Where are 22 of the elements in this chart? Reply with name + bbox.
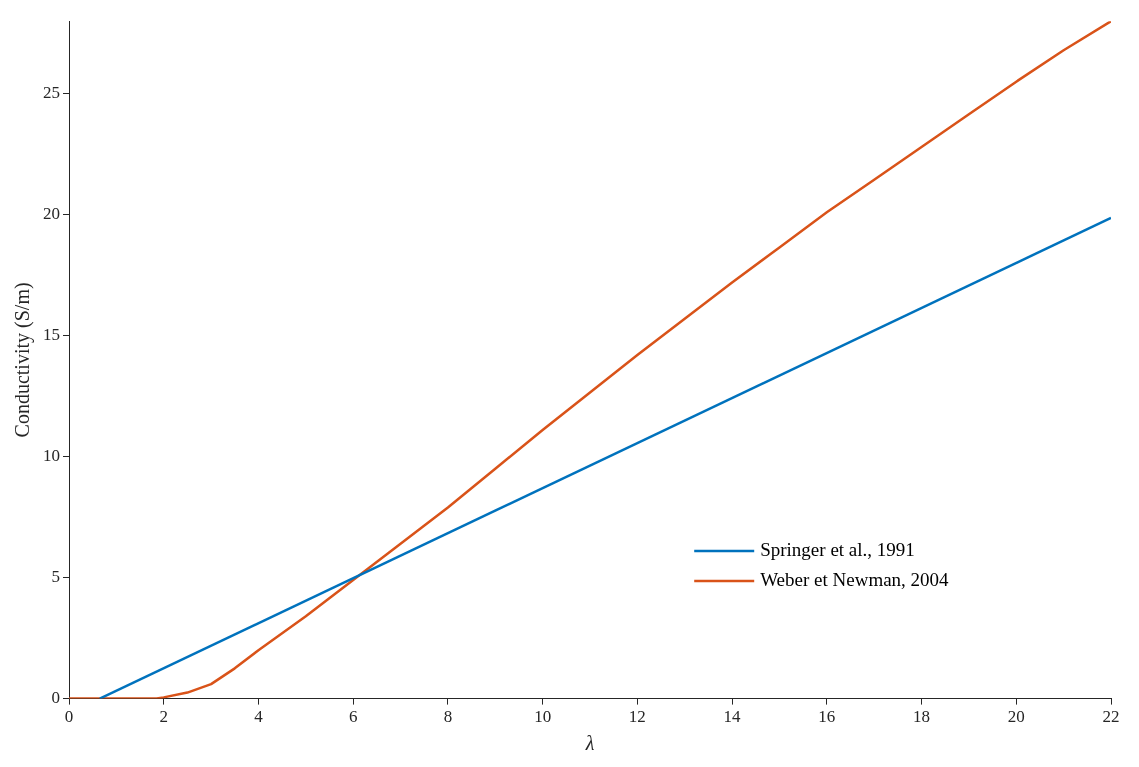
x-tick-label: 8 [443,707,453,727]
y-tick-label: 10 [43,446,60,466]
x-tick-label: 4 [254,707,264,727]
y-axis-title: Conductivity (S/m) [11,282,35,438]
x-tick-label: 18 [913,707,931,727]
x-tick-label: 20 [1007,707,1025,727]
legend-label: Springer et al., 1991 [760,539,915,561]
x-axis-title: λ [584,732,595,755]
y-tick-label: 5 [51,567,60,587]
x-tick-label: 2 [159,707,168,727]
x-tick-label: 16 [818,707,836,727]
y-tick-label: 15 [43,325,60,345]
x-tick-label: 22 [1102,707,1120,727]
y-tick-label: 20 [43,204,60,224]
x-tick-label: 6 [348,707,358,727]
legend-label: Weber et Newman, 2004 [760,569,950,591]
x-tick-label: 12 [628,707,646,727]
x-tick-label: 0 [64,707,74,727]
y-tick-label: 0 [51,688,60,708]
x-tick-label: 14 [723,707,742,727]
x-tick-label: 10 [534,707,552,727]
y-tick-label: 25 [43,83,60,103]
